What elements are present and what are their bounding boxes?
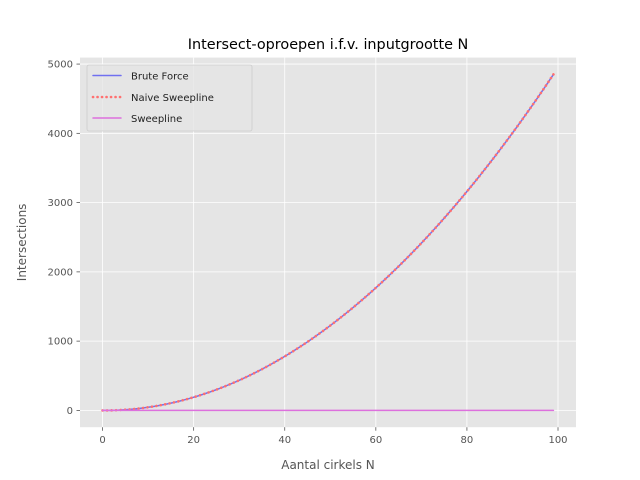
series-line-naive-sweepline <box>101 73 555 412</box>
y-tick-label: 3000 <box>48 198 73 209</box>
legend: Brute Force Naive Sweepline Sweepline <box>86 64 253 132</box>
grid <box>80 57 576 428</box>
x-axis-label: Aantal cirkels N <box>281 458 375 472</box>
series-layer <box>101 73 555 412</box>
legend-label-sweepline: Sweepline <box>131 114 182 125</box>
x-tick-label: 80 <box>461 435 474 446</box>
y-axis-label: Intersections <box>15 204 29 282</box>
y-tick-label: 2000 <box>48 267 73 278</box>
legend-label-naive-sweepline: Naive Sweepline <box>131 93 214 104</box>
x-tick-label: 60 <box>369 435 382 446</box>
x-tick-label: 40 <box>278 435 291 446</box>
legend-label-brute-force: Brute Force <box>131 72 189 83</box>
legend-box <box>86 64 253 132</box>
chart-title: Intersect-oproepen i.f.v. inputgrootte N <box>188 37 469 53</box>
x-tick-label: 0 <box>99 435 105 446</box>
y-tick-label: 5000 <box>48 60 73 71</box>
x-tick-label: 100 <box>548 435 567 446</box>
y-tick-label: 0 <box>67 406 73 417</box>
x-tick-label: 20 <box>187 435 200 446</box>
y-tick-label: 1000 <box>48 337 73 348</box>
y-tick-label: 4000 <box>48 129 73 140</box>
